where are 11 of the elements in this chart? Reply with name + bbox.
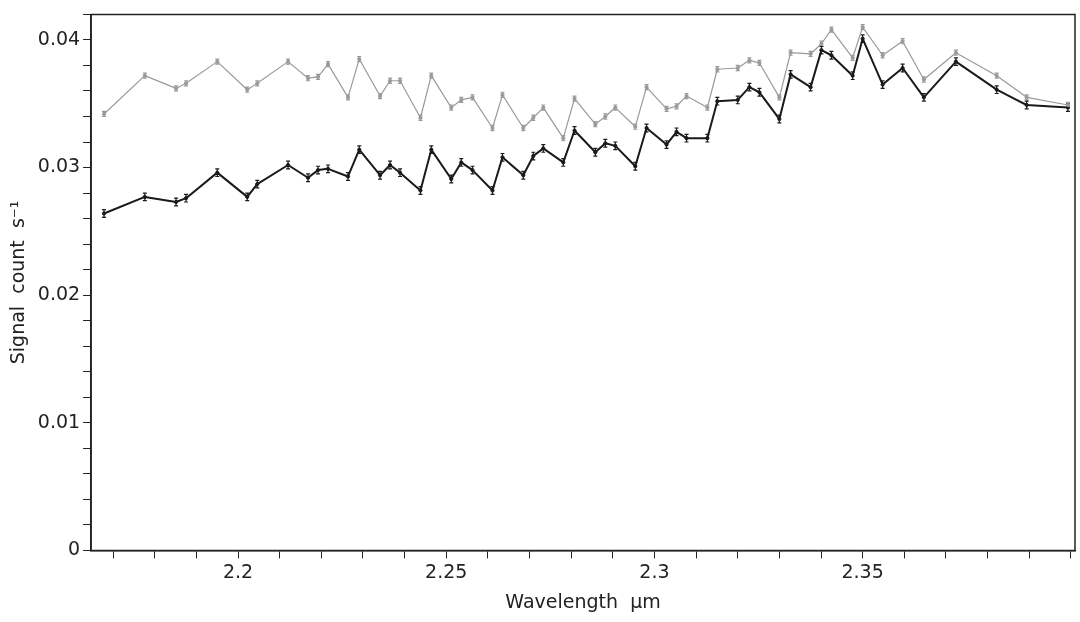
x-axis-title: Wavelength μm (505, 589, 661, 612)
y-axis-title: Signal count s⁻¹ (6, 200, 29, 365)
y-tick-label: 0.02 (37, 282, 81, 305)
x-tick-label: 2.25 (425, 559, 468, 582)
x-tick-label: 2.35 (841, 559, 884, 582)
x-tick-label: 2.3 (639, 559, 670, 582)
y-tick-label: 0.01 (37, 409, 81, 432)
y-tick-label: 0.04 (37, 26, 81, 49)
y-tick-label: 0 (68, 537, 81, 560)
x-tick-label: 2.2 (222, 559, 254, 582)
y-tick-label: 0.03 (37, 154, 81, 177)
